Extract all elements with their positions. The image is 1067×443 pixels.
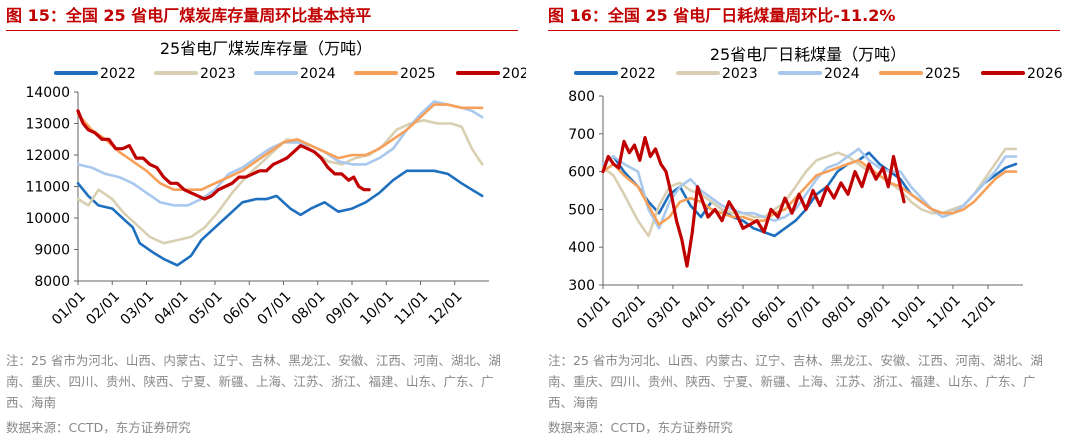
y-tick-label: 700 — [568, 127, 595, 143]
legend-label-2024: 2024 — [824, 66, 860, 82]
x-tick-label: 09/01 — [323, 289, 363, 329]
left-figure-source: 数据来源：CCTD，东方证券研究 — [6, 420, 191, 435]
y-tick-label: 8000 — [34, 274, 70, 290]
x-tick-label: 06/01 — [749, 293, 789, 333]
figure-16-title: 图 16：全国 25 省电厂日耗煤量周环比-11.2% — [548, 4, 1060, 31]
x-tick-label: 07/01 — [254, 289, 294, 329]
x-tick-label: 12/01 — [959, 293, 999, 333]
left-figure-panel: 图 15：全国 25 省电厂煤炭库存量周环比基本持平 25省电厂煤炭库存量（万吨… — [6, 0, 526, 443]
y-tick-label: 300 — [568, 278, 595, 294]
chart-title: 25省电厂煤炭库存量（万吨） — [160, 39, 372, 58]
x-tick-label: 04/01 — [679, 293, 719, 333]
series-line-2023 — [76, 119, 484, 245]
x-tick-label: 03/01 — [644, 293, 684, 333]
x-tick-label: 11/01 — [391, 289, 431, 329]
x-tick-label: 10/01 — [889, 293, 929, 333]
series-line-2023 — [601, 147, 1018, 238]
right-figure-note: 注：25 省市为河北、山西、内蒙古、辽宁、吉林、黑龙江、安徽、江西、河南、湖北、… — [548, 353, 1043, 410]
legend-label-2022: 2022 — [100, 66, 136, 82]
series-line-2022 — [76, 169, 484, 267]
legend-label-2022: 2022 — [620, 66, 656, 82]
x-tick-label: 10/01 — [357, 289, 397, 329]
figure-15-title: 图 15：全国 25 省电厂煤炭库存量周环比基本持平 — [6, 4, 518, 31]
legend-label-2023: 2023 — [200, 66, 236, 82]
series-line-2026 — [601, 135, 906, 268]
y-tick-label: 800 — [568, 89, 595, 105]
legend-label-2025: 2025 — [925, 66, 961, 82]
legend-label-2026: 2026 — [1027, 66, 1063, 82]
y-tick-label: 10000 — [25, 211, 70, 227]
y-tick-label: 9000 — [34, 243, 70, 259]
x-tick-label: 03/01 — [117, 289, 157, 329]
x-tick-label: 08/01 — [289, 289, 329, 329]
x-tick-label: 08/01 — [819, 293, 859, 333]
y-tick-label: 400 — [568, 240, 595, 256]
y-tick-label: 11000 — [25, 180, 70, 196]
x-tick-label: 07/01 — [784, 293, 824, 333]
x-tick-label: 02/01 — [83, 289, 123, 329]
x-tick-label: 12/01 — [426, 289, 466, 329]
y-tick-label: 13000 — [25, 117, 70, 133]
x-tick-label: 01/01 — [574, 293, 614, 333]
legend-label-2023: 2023 — [722, 66, 758, 82]
y-tick-label: 500 — [568, 202, 595, 218]
series-line-2026 — [76, 109, 371, 201]
x-tick-label: 11/01 — [924, 293, 964, 333]
x-tick-label: 02/01 — [609, 293, 649, 333]
series-line-2024 — [601, 147, 1018, 230]
series-line-2025 — [76, 103, 484, 191]
x-tick-label: 09/01 — [854, 293, 894, 333]
y-tick-label: 12000 — [25, 148, 70, 164]
chart-title: 25省电厂日耗煤量（万吨） — [710, 45, 906, 64]
y-tick-label: 14000 — [25, 85, 70, 101]
legend-label-2024: 2024 — [300, 66, 336, 82]
daily-consumption-chart: 25省电厂日耗煤量（万吨） 2022 2023 2024 2025 2026 300 400 5… — [568, 45, 1063, 333]
legend-label-2025: 2025 — [400, 66, 436, 82]
x-tick-label: 06/01 — [220, 289, 260, 329]
x-tick-label: 01/01 — [49, 289, 89, 329]
x-tick-label: 04/01 — [152, 289, 192, 329]
legend-label-2026: 2026 — [502, 66, 526, 82]
inventory-chart: 25省电厂煤炭库存量（万吨） 2022 2023 2024 2025 2026 8000 90… — [25, 39, 526, 329]
left-figure-note: 注：25 省市为河北、山西、内蒙古、辽宁、吉林、黑龙江、安徽、江西、河南、湖北、… — [6, 353, 501, 410]
y-tick-label: 600 — [568, 165, 595, 181]
right-figure-panel: 图 16：全国 25 省电厂日耗煤量周环比-11.2% 25省电厂日耗煤量（万吨… — [548, 0, 1067, 443]
x-tick-label: 05/01 — [714, 293, 754, 333]
x-tick-label: 05/01 — [186, 289, 226, 329]
right-figure-source: 数据来源：CCTD，东方证券研究 — [548, 420, 733, 435]
